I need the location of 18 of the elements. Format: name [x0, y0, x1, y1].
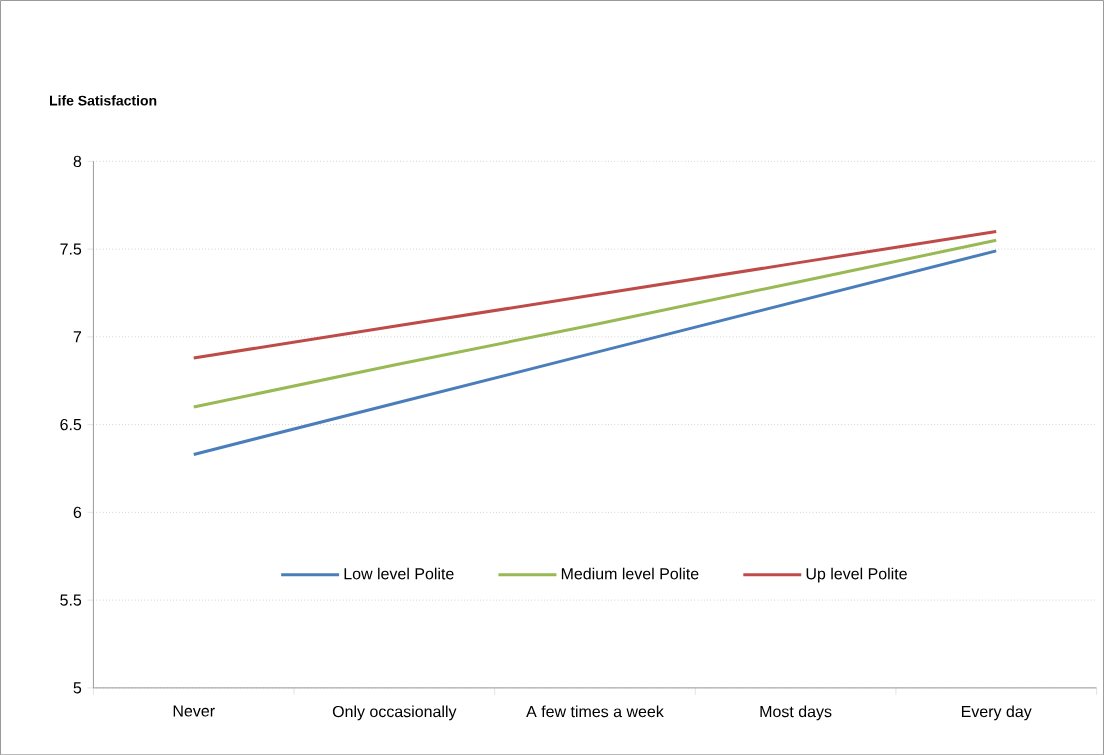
- legend-label: Low level Polite: [344, 567, 454, 580]
- y-tick-label: 7: [73, 331, 82, 343]
- legend-label: Up level Polite: [806, 567, 907, 583]
- x-tick-label: Only occasionally: [332, 705, 457, 721]
- y-tick-label: 6.5: [60, 418, 82, 431]
- y-tick-label: 6: [73, 506, 82, 518]
- y-tick-label: 5: [73, 682, 82, 694]
- x-tick-label: A few times a week: [526, 705, 664, 718]
- x-tick-label: Never: [173, 705, 215, 717]
- line-series: [192, 229, 998, 360]
- y-axis-title: Life Satisfaction: [50, 95, 157, 106]
- line-series: [192, 238, 998, 409]
- legend-label: Medium level Polite: [561, 567, 699, 580]
- y-tick-label: 8: [73, 155, 82, 167]
- x-tick-label: Every day: [961, 705, 1032, 721]
- x-tick-label: Most days: [760, 705, 832, 721]
- y-tick-label: 7.5: [60, 243, 82, 255]
- y-tick-label: 5.5: [60, 594, 82, 606]
